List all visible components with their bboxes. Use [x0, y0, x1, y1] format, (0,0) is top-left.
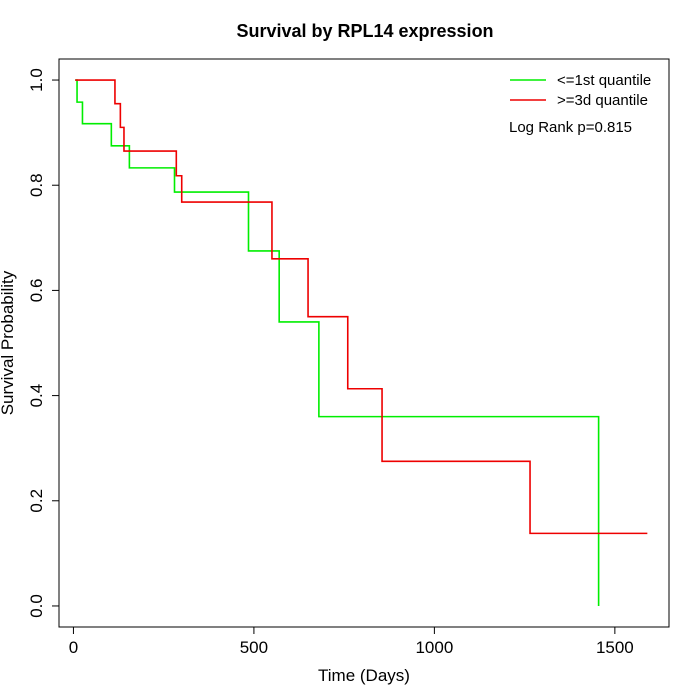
- y-tick-label: 0.0: [27, 594, 46, 618]
- curve-high-quantile: [75, 79, 648, 535]
- curve-low-quantile: [75, 79, 600, 606]
- y-tick-label: 0.2: [27, 489, 46, 513]
- legend: <=1st quantile >=3d quantile: [510, 72, 651, 109]
- x-axis-title: Time (Days): [318, 666, 410, 685]
- y-tick-label: 0.6: [27, 279, 46, 303]
- y-tick-label: 0.4: [27, 384, 46, 408]
- legend-label-high: >=3d quantile: [557, 92, 648, 109]
- x-tick-label: 1500: [596, 638, 634, 657]
- legend-label-low: <=1st quantile: [557, 72, 651, 89]
- log-rank-annotation: Log Rank p=0.815: [509, 119, 632, 136]
- y-tick-label: 1.0: [27, 68, 46, 92]
- survival-curves: [75, 79, 648, 606]
- x-axis: 0 500 1000 1500: [69, 626, 634, 657]
- x-tick-label: 1000: [415, 638, 453, 657]
- x-tick-label: 0: [69, 638, 78, 657]
- chart-title: Survival by RPL14 expression: [236, 21, 493, 41]
- plot-area: [58, 58, 670, 628]
- x-tick-label: 500: [240, 638, 268, 657]
- y-tick-label: 0.8: [27, 173, 46, 197]
- y-axis-title: Survival Probability: [0, 270, 17, 415]
- y-axis: 0.0 0.2 0.4 0.6 0.8 1.0: [27, 68, 60, 618]
